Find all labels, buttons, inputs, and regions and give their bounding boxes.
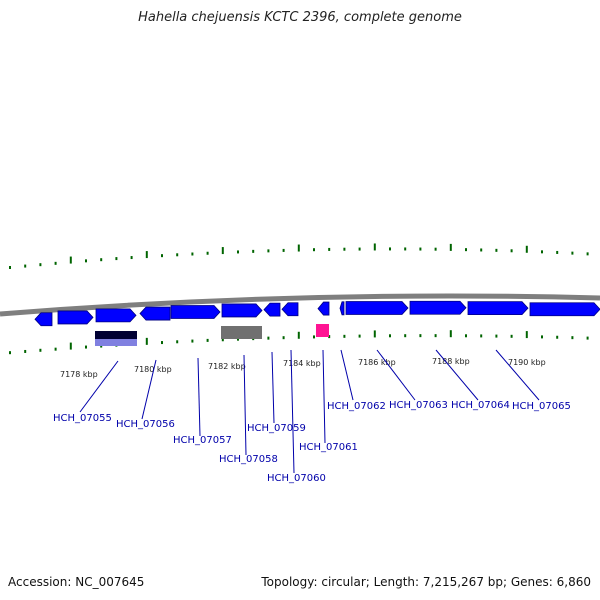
gene-label[interactable]: HCH_07055 [53, 413, 112, 424]
gene-leader-line [340, 349, 354, 401]
gene-label[interactable]: HCH_07061 [299, 442, 358, 453]
gene-label[interactable]: HCH_07065 [512, 401, 571, 412]
gene-leader-line [435, 349, 479, 401]
gene-label[interactable]: HCH_07064 [451, 400, 510, 411]
gene-leader-line [141, 359, 157, 420]
outer-tick-track [9, 243, 589, 270]
scale-label: 7184 kbp [283, 359, 321, 368]
gene-label[interactable]: HCH_07057 [173, 435, 232, 446]
gene-arrow [281, 302, 299, 317]
genome-backbone [0, 293, 600, 317]
accession-text: Accession: NC_007645 [8, 575, 145, 589]
gene-leader-line [79, 360, 119, 413]
genome-title: Hahella chejuensis KCTC 2396, complete g… [138, 10, 462, 25]
gene-arrow [221, 303, 263, 318]
scale-label: 7182 kbp [208, 362, 246, 371]
gene-leader-line [376, 349, 416, 401]
gene-arrow [317, 301, 330, 316]
inner-tick-track [9, 330, 589, 355]
gene-label[interactable]: HCH_07062 [327, 401, 386, 412]
scale-label: 7188 kbp [432, 357, 470, 366]
feature-block-grey [221, 326, 262, 339]
scale-label: 7190 kbp [508, 358, 546, 367]
feature-track [95, 324, 329, 346]
gene-arrow [339, 301, 345, 316]
scale-label: 7178 kbp [60, 370, 98, 379]
gene-arrow [529, 302, 600, 317]
gene-leader-lines [79, 349, 540, 474]
feature-block-lavender [95, 339, 137, 346]
scale-label: 7180 kbp [134, 365, 172, 374]
scale-label: 7186 kbp [358, 358, 396, 367]
gene-arrow [170, 305, 221, 319]
gene-leader-line [197, 357, 201, 437]
gene-leader-line [290, 349, 295, 474]
gene-arrow [409, 300, 467, 315]
gene-label[interactable]: HCH_07063 [389, 400, 448, 411]
gene-leader-line [243, 354, 247, 456]
gene-arrow [139, 306, 171, 321]
gene-label[interactable]: HCH_07059 [247, 423, 306, 434]
gene-arrow [345, 301, 409, 315]
feature-block-dark [95, 331, 137, 339]
gene-arrow [467, 301, 529, 316]
gene-leader-line [322, 349, 326, 444]
gene-label[interactable]: HCH_07056 [116, 419, 175, 430]
gene-arrow [263, 302, 281, 317]
feature-block-magenta [316, 324, 329, 337]
gene-label[interactable]: HCH_07058 [219, 454, 278, 465]
gene-arrow [95, 308, 137, 323]
gene-leader-line [495, 349, 540, 401]
gene-label[interactable]: HCH_07060 [267, 473, 326, 484]
gene-leader-line [271, 351, 275, 424]
gene-labels: HCH_07055 HCH_07056 HCH_07057 HCH_07058 HCH_… [53, 400, 571, 484]
genome-stats-text: Topology: circular; Length: 7,215,267 bp… [261, 575, 591, 589]
scale-labels: 7178 kbp 7180 kbp 7182 kbp 7184 kbp 7186 kbp… [60, 357, 546, 379]
gene-arrow [34, 312, 53, 327]
gene-track [34, 300, 600, 327]
gene-arrow [57, 310, 94, 325]
